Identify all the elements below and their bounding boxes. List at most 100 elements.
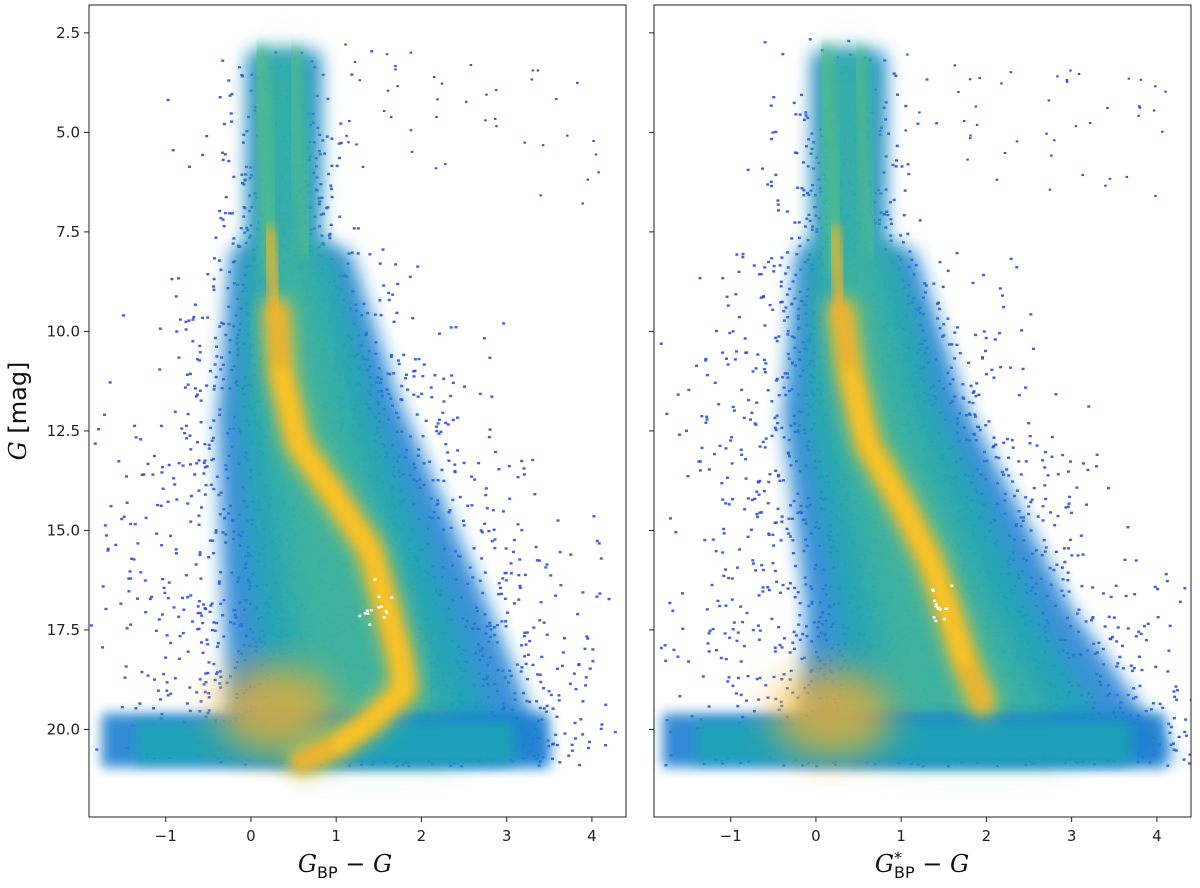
scatter-pixel xyxy=(749,528,753,531)
scatter-pixel xyxy=(221,614,225,617)
scatter-pixel xyxy=(192,315,196,319)
scatter-pixel xyxy=(885,210,889,213)
scatter-pixel xyxy=(428,460,432,463)
scatter-pixel xyxy=(770,137,774,141)
scatter-pixel xyxy=(139,571,143,574)
scatter-pixel xyxy=(493,117,497,120)
scatter-pixel xyxy=(196,605,200,608)
scatter-pixel xyxy=(1032,486,1036,490)
scatter-pixel xyxy=(581,202,584,205)
scatter-pixel xyxy=(758,511,762,514)
y-axis-title: G [mag] xyxy=(4,362,32,461)
scatter-pixel xyxy=(1056,473,1060,476)
scatter-pixel xyxy=(487,529,491,533)
scatter-pixel xyxy=(751,562,755,565)
scatter-pixel xyxy=(581,591,585,594)
scatter-pixel xyxy=(767,260,771,264)
scatter-pixel xyxy=(166,694,170,697)
scatter-pixel xyxy=(780,677,784,681)
scatter-pixel xyxy=(751,370,755,373)
scatter-pixel xyxy=(786,329,790,333)
scatter-pixel xyxy=(757,698,761,701)
scatter-pixel xyxy=(1043,550,1047,553)
scatter-pixel xyxy=(766,696,770,699)
scatter-pixel xyxy=(721,351,725,354)
scatter-pixel xyxy=(478,392,482,396)
scatter-pixel xyxy=(225,681,229,684)
scatter-pixel xyxy=(520,644,524,647)
scatter-pixel xyxy=(165,689,169,692)
scatter-pixel xyxy=(707,468,711,471)
scatter-pixel xyxy=(448,509,452,512)
scatter-pixel xyxy=(520,528,524,532)
scatter-pixel xyxy=(385,53,389,56)
scatter-pixel xyxy=(745,351,749,354)
scatter-pixel xyxy=(203,442,207,446)
scatter-pixel xyxy=(936,301,940,305)
scatter-pixel xyxy=(159,424,163,428)
scatter-pixel xyxy=(932,282,936,285)
scatter-pixel xyxy=(570,743,574,747)
scatter-pixel xyxy=(779,301,783,304)
x-tick-label: 3 xyxy=(502,827,512,845)
scatter-pixel xyxy=(541,144,545,147)
scatter-pixel xyxy=(1029,313,1033,316)
scatter-pixel xyxy=(588,667,592,670)
scatter-pixel xyxy=(230,92,234,96)
scatter-pixel xyxy=(678,433,682,436)
scatter-pixel xyxy=(186,383,190,386)
scatter-pixel xyxy=(121,314,125,317)
scatter-pixel xyxy=(181,464,185,467)
scatter-pixel xyxy=(769,180,773,183)
scatter-pixel xyxy=(242,215,246,218)
scatter-pixel xyxy=(188,434,192,437)
scatter-pixel xyxy=(790,237,794,240)
scatter-pixel xyxy=(1024,496,1028,499)
scatter-pixel xyxy=(217,580,221,583)
scatter-pixel xyxy=(339,141,343,145)
scatter-pixel xyxy=(918,219,922,222)
scatter-pixel xyxy=(981,273,985,277)
scatter-pixel xyxy=(775,414,779,417)
scatter-pixel xyxy=(886,213,890,217)
scatter-pixel xyxy=(946,269,950,273)
scatter-pixel xyxy=(1101,592,1105,595)
scatter-pixel xyxy=(104,607,108,611)
scatter-pixel xyxy=(532,626,536,629)
scatter-pixel xyxy=(745,611,749,615)
scatter-pixel xyxy=(746,497,750,500)
scatter-pixel xyxy=(1015,266,1019,269)
scatter-pixel xyxy=(950,343,954,346)
scatter-pixel xyxy=(151,473,155,476)
scatter-pixel xyxy=(732,621,736,624)
scatter-pixel xyxy=(780,256,784,259)
scatter-pixel xyxy=(381,248,385,251)
scatter-pixel xyxy=(785,251,789,254)
scatter-pixel xyxy=(780,426,784,430)
peak-speckle xyxy=(365,609,369,612)
scatter-pixel xyxy=(706,642,710,645)
scatter-pixel xyxy=(524,662,528,666)
scatter-pixel xyxy=(788,678,792,681)
scatter-pixel xyxy=(586,637,590,640)
scatter-pixel xyxy=(549,693,553,697)
scatter-pixel xyxy=(229,112,233,115)
scatter-pixel xyxy=(450,374,454,377)
scatter-pixel xyxy=(947,343,951,346)
scatter-pixel xyxy=(215,475,219,478)
scatter-pixel xyxy=(555,715,559,718)
scatter-pixel xyxy=(722,532,726,535)
scatter-pixel xyxy=(802,194,806,197)
scatter-pixel xyxy=(746,674,750,678)
scatter-pixel xyxy=(773,426,777,430)
scatter-pixel xyxy=(241,141,245,144)
scatter-pixel xyxy=(1089,619,1093,622)
scatter-pixel xyxy=(127,590,131,593)
scatter-pixel xyxy=(406,388,410,391)
scatter-pixel xyxy=(779,539,783,542)
scatter-pixel xyxy=(124,665,128,668)
scatter-pixel xyxy=(198,553,202,557)
scatter-pixel xyxy=(731,497,735,501)
scatter-pixel xyxy=(577,763,581,767)
scatter-pixel xyxy=(1062,547,1066,550)
